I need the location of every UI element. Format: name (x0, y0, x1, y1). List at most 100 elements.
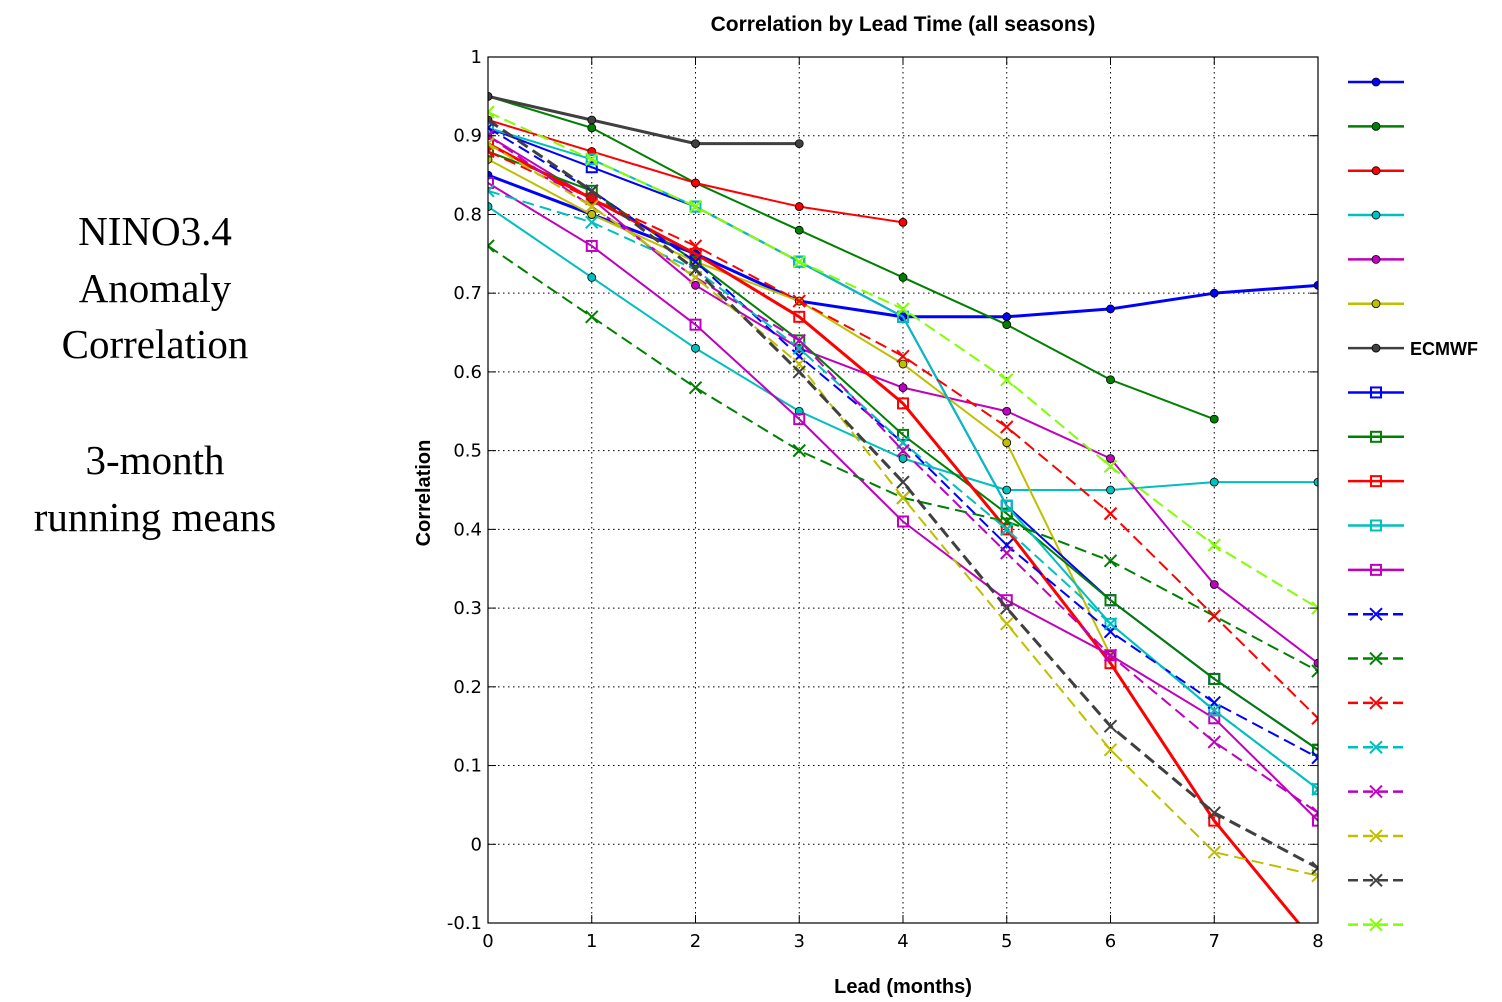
data-point (585, 153, 598, 166)
data-point (488, 145, 494, 158)
series (488, 136, 1318, 883)
y-tick-label: 0.3 (453, 598, 482, 619)
data-point (1103, 617, 1118, 631)
data-point (691, 139, 700, 149)
side-annotation-line: 3-month (85, 437, 225, 483)
series (488, 91, 804, 149)
legend-item (1348, 917, 1404, 932)
data-point (793, 334, 806, 347)
x-tick-label: 4 (897, 931, 908, 952)
data-point (689, 247, 702, 260)
series-line (488, 182, 1318, 822)
data-point (896, 475, 910, 489)
x-tick-label: 7 (1209, 931, 1220, 952)
data-point (897, 397, 909, 410)
data-point (691, 178, 700, 188)
series-line (488, 142, 1301, 923)
data-point (689, 200, 702, 213)
data-point (585, 310, 599, 324)
data-point (1208, 672, 1221, 685)
legend-item (1348, 386, 1404, 399)
data-point (1208, 712, 1221, 725)
x-tick-label: 1 (586, 931, 597, 952)
legend-item (1348, 829, 1404, 843)
data-point (1311, 782, 1318, 796)
legend: ECMWF (1348, 77, 1478, 932)
data-point (794, 225, 804, 235)
data-point (1000, 373, 1014, 387)
data-point (585, 161, 598, 174)
data-point (1371, 254, 1381, 264)
data-point (1104, 617, 1117, 630)
data-point (488, 202, 493, 211)
data-point (1207, 845, 1221, 859)
y-tick-label: 0.7 (453, 283, 482, 304)
data-point (1207, 703, 1221, 718)
data-point (1104, 594, 1117, 607)
x-axis-label: Lead (months) (834, 976, 972, 998)
data-point (793, 413, 806, 426)
data-point (689, 318, 702, 331)
data-point (1002, 406, 1012, 416)
data-point (488, 136, 495, 151)
series (488, 91, 1219, 424)
data-point (1000, 507, 1013, 520)
data-point (1369, 829, 1383, 843)
legend-item (1348, 519, 1404, 532)
data-point (897, 515, 909, 528)
side-annotation-subtitle: 3-month running means (0, 432, 310, 545)
data-point (585, 192, 598, 205)
side-annotation-line: running means (33, 493, 277, 540)
data-point (898, 383, 908, 393)
data-point (896, 443, 910, 458)
data-point (1371, 210, 1381, 220)
y-tick-label: 0.2 (453, 677, 482, 698)
data-point (1207, 806, 1221, 820)
data-point (1369, 696, 1383, 710)
data-point (1104, 657, 1117, 670)
x-tick-label: 0 (482, 931, 493, 952)
data-point (792, 365, 806, 379)
data-point (794, 202, 804, 211)
data-point (1369, 784, 1383, 799)
data-point (1103, 554, 1118, 568)
legend-item (1348, 475, 1404, 488)
y-tick-label: 0.5 (453, 441, 482, 462)
data-point (1311, 664, 1318, 678)
data-point (896, 302, 910, 316)
data-point (488, 239, 495, 253)
side-annotation: NINO3.4 Anomaly Correlation (0, 203, 310, 373)
data-point (587, 210, 597, 219)
side-annotation-line: Anomaly (78, 264, 232, 311)
data-point (688, 199, 703, 214)
x-tick-label: 6 (1105, 931, 1116, 952)
side-annotation-line: NINO3.4 (78, 208, 232, 254)
data-point (689, 255, 702, 268)
ticks: 0 1 2 3 4 5 6 7 8-0.100.10.20.30.40.50.60.70.80.… (447, 47, 1324, 952)
data-point (587, 115, 597, 125)
data-point (1209, 288, 1219, 298)
legend-item (1348, 299, 1404, 309)
x-tick-label: 5 (1001, 931, 1012, 952)
data-point (1369, 917, 1383, 932)
legend-item (1348, 121, 1404, 131)
data-point (1002, 438, 1012, 448)
data-point (1370, 475, 1382, 488)
data-point (1312, 814, 1318, 827)
legend-item (1348, 696, 1404, 710)
data-point (691, 280, 700, 290)
data-point (1000, 617, 1014, 631)
data-point (1103, 459, 1118, 474)
series (488, 113, 1318, 875)
data-point (1369, 651, 1383, 666)
legend-item (1348, 563, 1404, 576)
data-point (1313, 280, 1318, 290)
data-point (1106, 485, 1115, 495)
legend-item (1348, 873, 1404, 888)
data-point (1369, 740, 1383, 754)
data-point (1370, 430, 1382, 443)
data-point (1000, 601, 1014, 615)
data-point (1371, 121, 1381, 131)
y-axis-label: Correlation (413, 440, 435, 547)
